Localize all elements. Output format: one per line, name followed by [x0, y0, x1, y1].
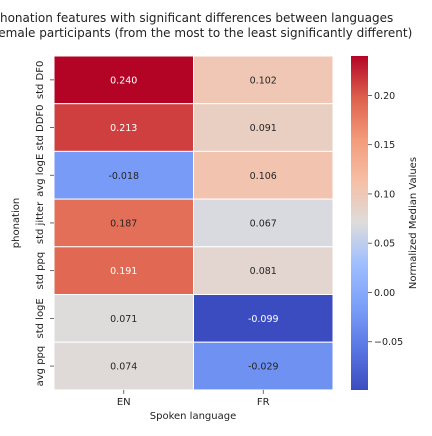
colorbar-label: Normalized Median Values: [408, 157, 419, 289]
x-axis-label: Spoken language: [150, 411, 236, 422]
heatmap-cell: [193, 198, 334, 248]
heatmap-cell: [193, 150, 334, 200]
heatmap-cell: [53, 55, 194, 105]
y-tick-label: avg logE: [35, 154, 46, 197]
y-tick-label: std ppq: [35, 252, 46, 290]
colorbar-ticks: 0.20 0.15 0.10 0.05 0.00 −0.05: [368, 91, 403, 348]
colorbar-tick-label: 0.20: [374, 91, 395, 102]
heatmap-cell: [193, 103, 334, 152]
chart-title-line-1: Phonation features with significant diff…: [0, 11, 393, 25]
y-tick-label: std logE: [35, 298, 46, 338]
heatmap-cell-labels: 0.240 0.102 0.213 0.091 -0.018 0.106 0.187 0.06…: [108, 75, 278, 372]
y-axis-label: phonation: [11, 198, 22, 248]
cell-value-label: 0.240: [110, 75, 137, 86]
cell-value-label: 0.213: [110, 123, 137, 134]
cell-value-label: -0.029: [248, 362, 279, 373]
cell-value-label: 0.187: [110, 218, 137, 229]
y-tick-label: avg ppq: [35, 346, 46, 387]
colorbar-tick-label: 0.05: [374, 239, 395, 250]
cell-value-label: 0.091: [250, 123, 277, 134]
cell-value-label: -0.099: [248, 314, 279, 325]
heatmap-cell: [193, 341, 334, 391]
colorbar-tick-label: 0.10: [374, 189, 395, 200]
chart-title-line-2: for female participants (from the most t…: [0, 26, 412, 40]
heatmap-cell: [53, 103, 194, 152]
heatmap-cell: [193, 55, 334, 105]
cell-value-label: 0.074: [110, 362, 137, 373]
x-tick-label: FR: [257, 397, 270, 408]
y-tick-label: std DDF0: [35, 104, 46, 150]
cell-value-label: 0.081: [250, 266, 277, 277]
cell-value-label: 0.102: [250, 75, 277, 86]
colorbar-tick-label: 0.15: [374, 140, 395, 151]
x-tick-label: EN: [117, 397, 131, 408]
heatmap-cell: [193, 294, 334, 343]
cell-value-label: 0.106: [250, 171, 277, 182]
x-axis-ticks: EN FR: [117, 389, 270, 408]
colorbar-tick-label: −0.05: [374, 337, 403, 348]
cell-value-label: -0.018: [108, 171, 139, 182]
colorbar-gradient: [351, 56, 368, 390]
cell-value-label: 0.071: [110, 314, 137, 325]
y-axis-ticks: std DF0 std DDF0 avg logE std jitter std ppq…: [35, 61, 54, 387]
heatmap-cells: [53, 55, 334, 391]
colorbar-tick-label: 0.00: [374, 288, 395, 299]
chart-title: Phonation features with significant diff…: [0, 11, 412, 40]
colorbar: 0.20 0.15 0.10 0.05 0.00 −0.05 Normalized Med…: [351, 56, 419, 390]
heatmap-cell: [193, 246, 334, 296]
y-tick-label: std DF0: [35, 61, 46, 99]
cell-value-label: 0.191: [110, 266, 137, 277]
cell-value-label: 0.067: [250, 218, 277, 229]
y-tick-label: std jitter: [35, 201, 46, 244]
